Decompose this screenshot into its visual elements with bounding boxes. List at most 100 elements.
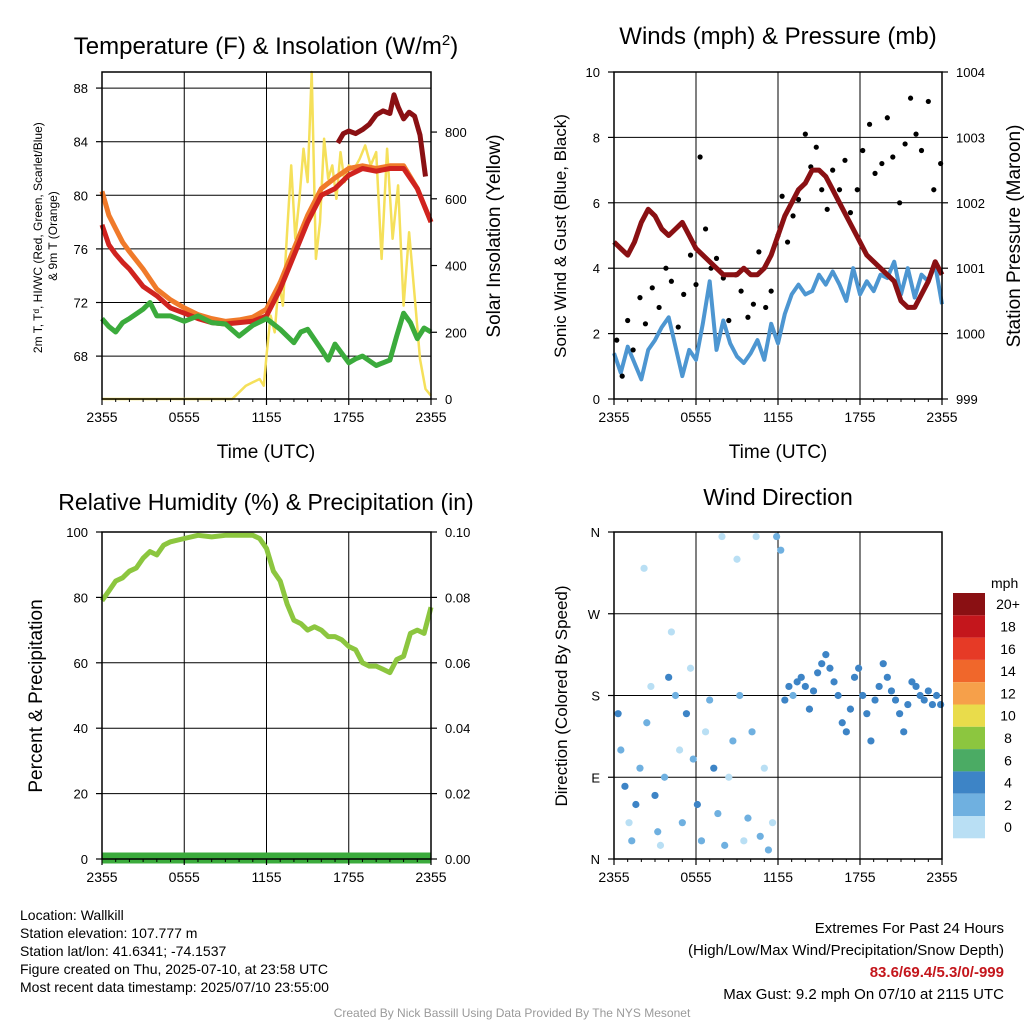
- direction-point: [781, 696, 789, 704]
- winds-y2tick-label: 1001: [956, 261, 985, 276]
- colorbar-label: 16: [1000, 641, 1016, 657]
- gust-point: [866, 121, 873, 127]
- gust-point: [795, 196, 802, 203]
- gust-point: [913, 131, 919, 137]
- gust-point: [925, 98, 931, 105]
- winds-chart-title: Winds (mph) & Pressure (mb): [619, 23, 936, 50]
- gust-point: [854, 187, 860, 193]
- winds-xtick-label: 2355: [598, 409, 629, 425]
- gust-point: [614, 337, 620, 343]
- temperature-x-axis-label: Time (UTC): [217, 442, 316, 463]
- gust-point: [847, 210, 854, 216]
- winds-x-axis-label: Time (UTC): [729, 442, 828, 463]
- gust-point: [802, 131, 808, 137]
- direction-point: [842, 728, 850, 736]
- temperature-xtick-label: 2355: [415, 409, 446, 425]
- direction-point: [614, 710, 622, 718]
- humidity-y2tick-label: 0.08: [445, 590, 470, 605]
- station-info: Location: Wallkill Station elevation: 10…: [20, 906, 329, 996]
- credit-line: Created By Nick Bassill Using Data Provi…: [333, 1006, 691, 1020]
- direction-point: [834, 691, 842, 700]
- gust-point: [879, 160, 885, 167]
- direction-point: [822, 651, 830, 659]
- direction-point: [632, 800, 640, 809]
- gust-point: [836, 187, 843, 193]
- gust-point: [745, 314, 751, 320]
- station-location: Location: Wallkill: [20, 907, 124, 923]
- colorbar-label: 4: [1004, 775, 1012, 791]
- humidity-ytick-label: 40: [74, 721, 88, 736]
- humidity-y2tick-label: 0.00: [445, 852, 470, 867]
- gust-point: [637, 295, 643, 301]
- direction-point: [789, 691, 797, 700]
- colorbar-swatch: [953, 593, 985, 616]
- gust-point: [784, 239, 791, 245]
- gust-point: [625, 317, 631, 324]
- winds-y2tick-label: 1002: [956, 196, 985, 211]
- heat-index-line: [335, 92, 428, 177]
- direction-point: [801, 682, 809, 691]
- colorbar-label: 0: [1004, 819, 1012, 835]
- direction-point: [667, 628, 676, 636]
- direction-point: [797, 673, 805, 681]
- temperature-title-close: ): [450, 33, 458, 60]
- colorbar-swatch: [953, 682, 985, 705]
- gust-point: [819, 187, 825, 193]
- direction-ytick-label: E: [591, 770, 600, 785]
- direction-xtick-label: 0555: [680, 869, 711, 885]
- temperature-xtick-label: 2355: [86, 409, 117, 425]
- direction-xtick-label: 2355: [598, 869, 629, 885]
- temperature-ytick-label: 88: [74, 81, 88, 96]
- gust-point: [779, 193, 785, 199]
- temperature-ytick-label: 80: [74, 188, 88, 203]
- direction-point: [846, 705, 855, 713]
- colorbar-label: 10: [1000, 708, 1016, 724]
- direction-point: [760, 764, 768, 772]
- direction-panel: Wind Direction 2355 0555 1155 1755 2355 N E S W N…: [552, 484, 1020, 885]
- direction-point: [676, 746, 684, 754]
- gust-point: [663, 265, 669, 271]
- gust-point: [726, 317, 732, 324]
- direction-point: [651, 791, 659, 800]
- direction-point: [643, 719, 651, 727]
- gust-point: [687, 252, 694, 258]
- direction-point: [697, 837, 706, 845]
- humidity-panel: Relative Humidity (%) & Precipitation (i…: [26, 489, 474, 885]
- direction-point: [900, 728, 908, 736]
- colorbar-label: 8: [1004, 730, 1012, 746]
- direction-grid: [614, 532, 942, 859]
- direction-point: [656, 841, 665, 849]
- humidity-axes: 2355 0555 1155 1755 2355 0 20 40 60 80 100 0.00 0.02…: [66, 525, 470, 885]
- temperature-y2tick-label: 800: [445, 125, 467, 140]
- gust-point: [907, 95, 914, 101]
- temperature-y-axis-label: 2m T, Tᵈ, HI/WC (Red, Green, Scarlet/Blu…: [31, 119, 60, 353]
- temperature-xtick-label: 1155: [251, 409, 281, 425]
- colorbar-swatch: [953, 615, 985, 638]
- direction-point: [896, 710, 904, 718]
- humidity-ytick-label: 0: [81, 852, 88, 867]
- direction-point: [785, 682, 793, 691]
- winds-ytick-label: 0: [593, 392, 600, 407]
- direction-point: [660, 773, 669, 781]
- direction-point: [718, 532, 726, 541]
- gust-point: [897, 200, 903, 206]
- gust-point: [675, 324, 681, 330]
- direction-point: [871, 696, 879, 704]
- temperature-ytick-label: 84: [74, 135, 88, 150]
- direction-y-axis-label: Direction (Colored By Speed): [552, 585, 571, 806]
- colorbar-swatch: [953, 771, 985, 794]
- direction-point: [809, 687, 818, 695]
- direction-point: [706, 696, 714, 704]
- direction-point: [636, 764, 644, 772]
- gust-point: [824, 206, 830, 212]
- temperature-2m-line: [99, 166, 434, 327]
- direction-point: [768, 819, 777, 827]
- temperature-title-text: Temperature (F) & Insolation (W/m: [74, 33, 442, 60]
- colorbar-label: 14: [1000, 663, 1016, 679]
- winds-ytick-label: 8: [593, 130, 600, 145]
- colorbar-label: 12: [1000, 685, 1016, 701]
- winds-y2tick-label: 1004: [956, 65, 985, 80]
- temperature-xtick-label: 0555: [169, 409, 200, 425]
- temperature-ytick-label: 76: [74, 242, 88, 257]
